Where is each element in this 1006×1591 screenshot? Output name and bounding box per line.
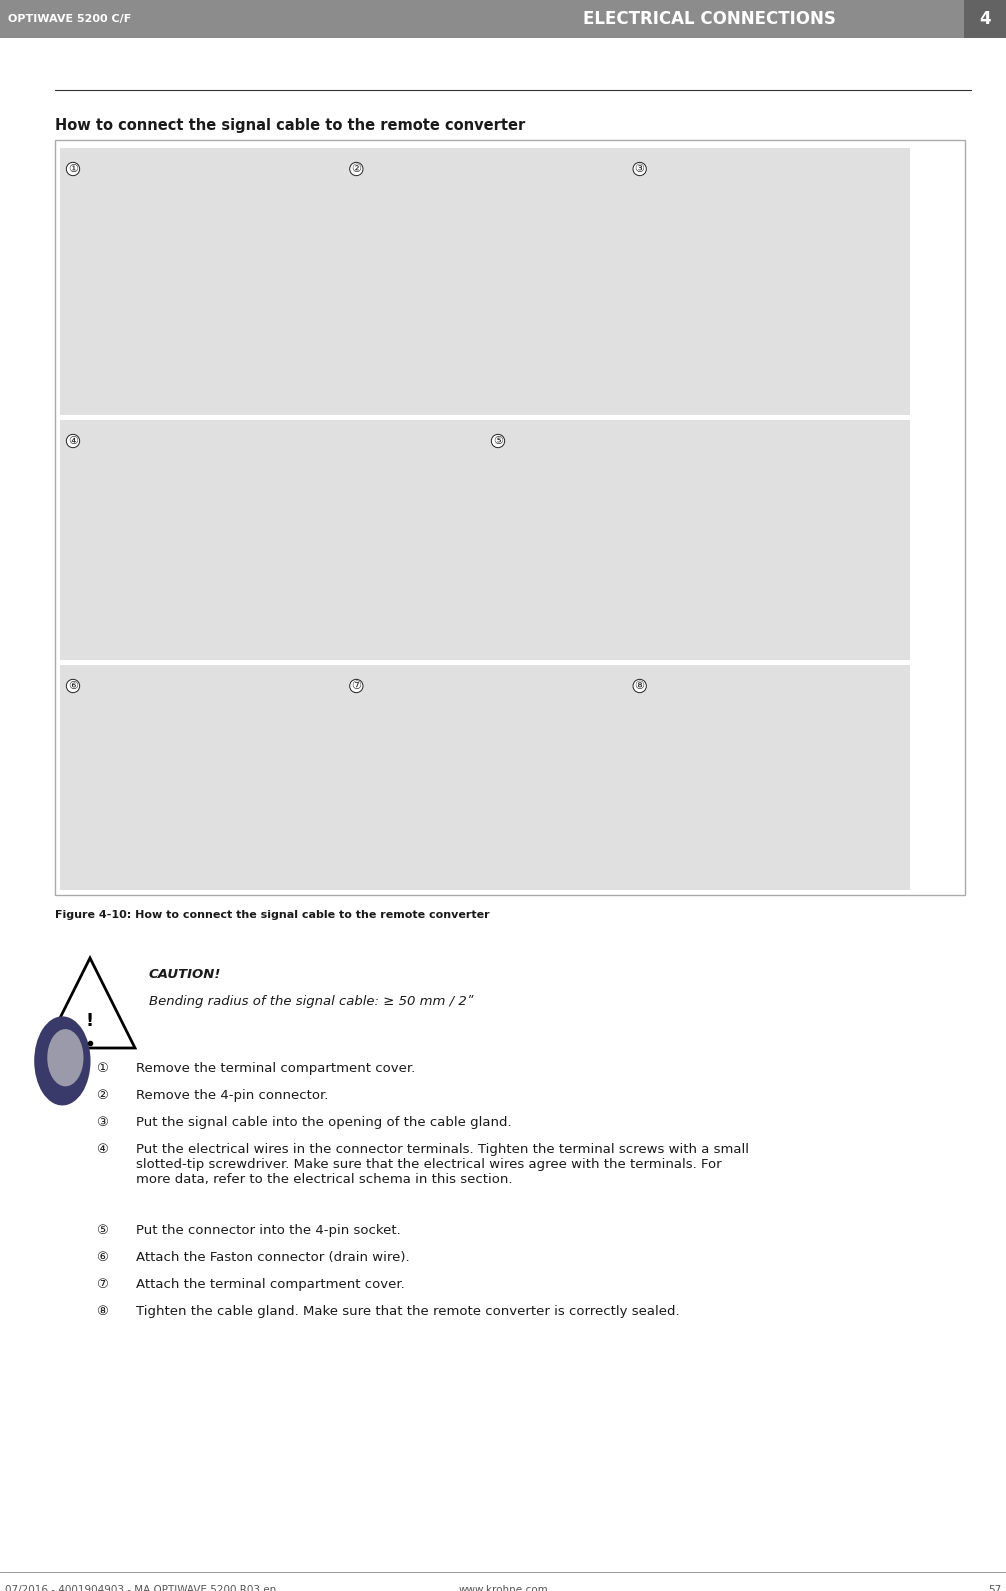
Polygon shape (45, 958, 135, 1048)
FancyBboxPatch shape (55, 140, 965, 896)
Text: ⑧: ⑧ (96, 1305, 108, 1317)
Text: Attach the Faston connector (drain wire).: Attach the Faston connector (drain wire)… (136, 1251, 409, 1263)
FancyBboxPatch shape (627, 665, 910, 889)
Text: How to connect the signal cable to the remote converter: How to connect the signal cable to the r… (55, 118, 525, 134)
Text: 4: 4 (979, 10, 991, 29)
Text: Put the electrical wires in the connector terminals. Tighten the terminal screws: Put the electrical wires in the connecto… (136, 1142, 748, 1185)
Text: ④: ④ (96, 1142, 108, 1157)
FancyBboxPatch shape (627, 148, 910, 415)
Text: ⑤: ⑤ (96, 1223, 108, 1236)
Text: ⑥: ⑥ (68, 681, 78, 690)
FancyBboxPatch shape (343, 665, 627, 889)
Text: ⑦: ⑦ (351, 681, 361, 690)
FancyBboxPatch shape (964, 0, 1006, 38)
Text: ③: ③ (96, 1115, 108, 1130)
Text: 07/2016 - 4001904903 - MA OPTIWAVE 5200 R03 en: 07/2016 - 4001904903 - MA OPTIWAVE 5200 … (5, 1585, 277, 1591)
Text: Put the signal cable into the opening of the cable gland.: Put the signal cable into the opening of… (136, 1115, 511, 1130)
FancyBboxPatch shape (60, 148, 343, 415)
Text: ①: ① (96, 1063, 108, 1076)
Text: 57: 57 (988, 1585, 1001, 1591)
FancyBboxPatch shape (343, 148, 627, 415)
Text: www.krohne.com: www.krohne.com (458, 1585, 548, 1591)
FancyBboxPatch shape (60, 420, 485, 660)
Circle shape (47, 1029, 83, 1087)
FancyBboxPatch shape (0, 0, 1006, 38)
Text: ④: ④ (68, 436, 78, 445)
Text: ②: ② (96, 1088, 108, 1103)
Text: CAUTION!: CAUTION! (149, 967, 221, 982)
FancyBboxPatch shape (485, 420, 910, 660)
Text: Figure 4-10: How to connect the signal cable to the remote converter: Figure 4-10: How to connect the signal c… (55, 910, 490, 920)
Circle shape (34, 1017, 91, 1106)
Text: ⑥: ⑥ (96, 1251, 108, 1263)
Text: ⑤: ⑤ (493, 436, 503, 445)
Text: OPTIWAVE 5200 C/F: OPTIWAVE 5200 C/F (8, 14, 132, 24)
Text: Remove the 4-pin connector.: Remove the 4-pin connector. (136, 1088, 328, 1103)
FancyBboxPatch shape (60, 665, 343, 889)
Text: ⑧: ⑧ (635, 681, 645, 690)
Text: ①: ① (68, 164, 78, 173)
Text: Bending radius of the signal cable: ≥ 50 mm / 2ʺ: Bending radius of the signal cable: ≥ 50… (149, 994, 473, 1009)
Text: ②: ② (351, 164, 361, 173)
Text: Attach the terminal compartment cover.: Attach the terminal compartment cover. (136, 1278, 404, 1290)
Text: Tighten the cable gland. Make sure that the remote converter is correctly sealed: Tighten the cable gland. Make sure that … (136, 1305, 679, 1317)
Text: ELECTRICAL CONNECTIONS: ELECTRICAL CONNECTIONS (583, 10, 836, 29)
Text: ③: ③ (635, 164, 645, 173)
Text: ⑦: ⑦ (96, 1278, 108, 1290)
Text: Put the connector into the 4-pin socket.: Put the connector into the 4-pin socket. (136, 1223, 400, 1236)
Text: !: ! (86, 1012, 95, 1029)
Text: Remove the terminal compartment cover.: Remove the terminal compartment cover. (136, 1063, 415, 1076)
